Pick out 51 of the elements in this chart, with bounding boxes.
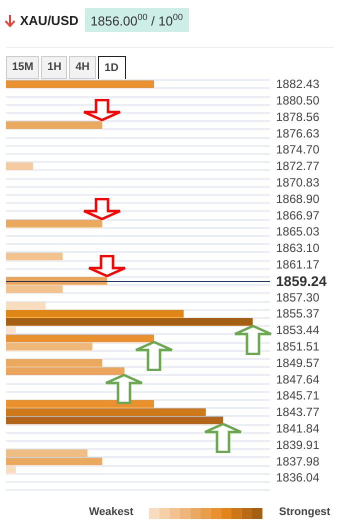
y-tick-label: 1859.24 (276, 272, 327, 289)
y-tick-label: 1845.71 (276, 388, 320, 403)
chart-subtitle: 1856.00$^{00}$ / 10$^{00}$ (84, 8, 189, 32)
y-tick-label: 1855.37 (276, 306, 320, 321)
y-tick-label: 1847.64 (276, 372, 320, 386)
y-tick-label: 1876.63 (276, 126, 320, 140)
y-tick-label: 1839.91 (276, 438, 320, 452)
bar (6, 326, 16, 334)
bar (6, 80, 154, 88)
text: 1H (41, 56, 68, 79)
bar (6, 162, 34, 170)
chart-title: XAU/USD (20, 12, 79, 28)
bar (6, 466, 16, 474)
y-tick-label: 1866.97 (276, 208, 320, 222)
y-tick-label: 1853.44 (276, 323, 320, 338)
y-tick-label: 1843.77 (276, 405, 320, 420)
bar (6, 449, 88, 457)
bar (6, 334, 154, 342)
bar (6, 252, 63, 260)
bar (6, 342, 92, 350)
text: Weakest (89, 506, 134, 518)
text: 1D (98, 56, 126, 79)
bar (6, 220, 102, 228)
y-tick-label: 1841.84 (276, 422, 320, 436)
y-tick-label: 1851.51 (276, 340, 320, 354)
bar (6, 457, 102, 466)
bar (6, 310, 184, 318)
y-tick-label: 1870.83 (276, 176, 320, 190)
bar (6, 302, 46, 310)
text: 4H (69, 56, 96, 79)
bar (6, 285, 63, 293)
y-tick-label: 1861.17 (276, 258, 320, 272)
y-tick-label: 1874.70 (276, 142, 320, 157)
y-tick-label: 1857.30 (276, 290, 320, 304)
bar (6, 408, 206, 416)
y-tick-label: 1865.03 (276, 224, 320, 239)
y-tick-label: 1863.10 (276, 241, 320, 256)
text: 15M (6, 56, 40, 79)
bar (6, 318, 253, 326)
y-tick-label: 1882.43 (276, 77, 320, 92)
bar (6, 121, 102, 129)
bar (6, 400, 154, 408)
y-tick-label: 1880.50 (276, 94, 320, 108)
y-tick-label: 1868.90 (276, 192, 320, 206)
y-tick-label: 1872.77 (276, 159, 320, 174)
y-tick-label: 1836.04 (276, 470, 320, 485)
y-tick-label: 1849.57 (276, 356, 320, 370)
y-tick-label: 1837.98 (276, 454, 320, 468)
bar (6, 416, 224, 424)
y-tick-label: 1878.56 (276, 110, 320, 124)
text: Strongest (279, 506, 330, 518)
